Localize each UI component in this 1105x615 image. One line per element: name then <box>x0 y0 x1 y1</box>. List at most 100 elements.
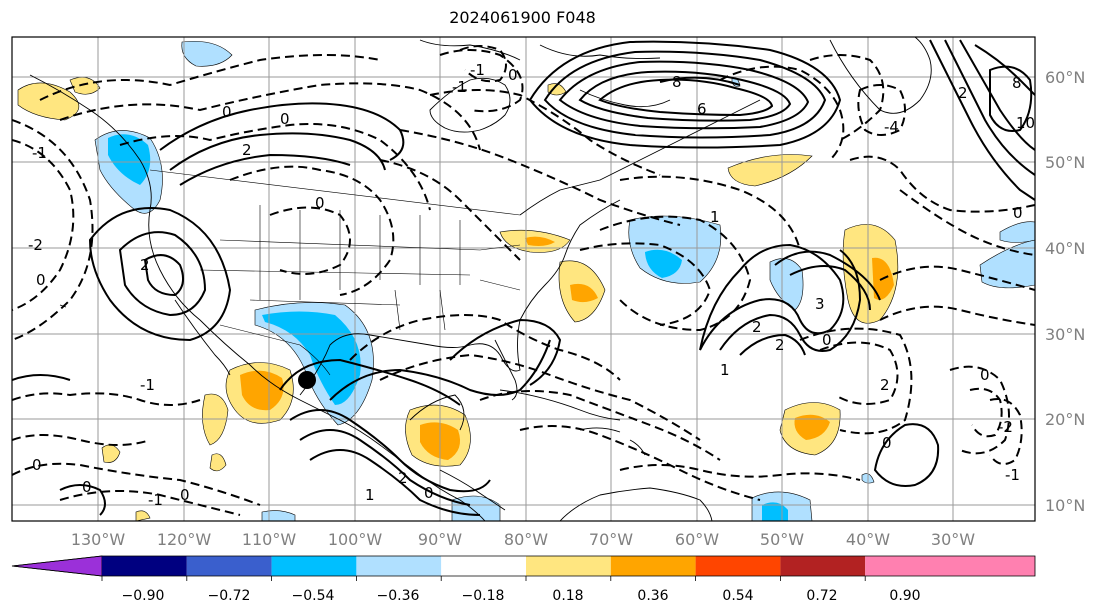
colorbar-tick: −0.18 <box>462 588 505 604</box>
contour-line <box>88 207 232 342</box>
lat-label: 30°N <box>1045 325 1085 344</box>
positive-anomaly-area <box>794 414 830 440</box>
contour-label: 3 <box>815 295 825 313</box>
contour-label: 0 <box>822 331 832 349</box>
contour-line <box>719 65 845 161</box>
contour-line <box>789 265 871 311</box>
contour-line <box>809 54 885 141</box>
lon-label: 40°W <box>846 530 890 549</box>
positive-anomaly-area <box>17 82 80 121</box>
contour-line <box>899 189 1035 256</box>
contour-label: 0 <box>36 271 46 289</box>
colorbar: −0.90 −0.72 −0.54 −0.36 −0.18 0.18 0.36 … <box>11 555 1036 604</box>
colorbar-tick: −0.90 <box>122 588 165 604</box>
lat-label: 60°N <box>1045 68 1085 87</box>
contour-line <box>519 425 761 501</box>
lat-label: 10°N <box>1045 496 1085 515</box>
contour-line <box>578 70 792 122</box>
contour-label: 0 <box>32 456 42 474</box>
colorbar-tick: −0.36 <box>377 588 420 604</box>
positive-anomaly-area <box>202 393 229 446</box>
contour-line <box>969 387 1003 438</box>
colorbar-swatch <box>271 556 357 576</box>
anomaly-shading <box>17 41 1035 521</box>
contour-line <box>12 392 201 406</box>
contour-line <box>329 339 551 401</box>
negative-anomaly-area <box>979 239 1035 289</box>
map-frame <box>11 36 1036 522</box>
contour-label: -1 <box>32 144 47 162</box>
colorbar-tick: 0.90 <box>889 588 920 604</box>
contour-line <box>819 341 899 405</box>
contour-label: 1 <box>720 361 730 379</box>
colorbar-extend-low <box>11 555 103 577</box>
contour-line <box>739 333 806 356</box>
contour-label: 0 <box>280 110 290 128</box>
contour-line <box>12 139 75 311</box>
contour-line <box>873 423 940 487</box>
positive-anomaly-area <box>525 236 555 246</box>
contour-line <box>399 129 681 226</box>
colorbar-tick: 0.18 <box>552 588 583 604</box>
colorbar-swatch <box>102 556 187 576</box>
negative-anomaly-area <box>108 134 151 185</box>
contour-line <box>944 39 1035 176</box>
colorbar-swatch <box>610 556 696 576</box>
contour-line <box>12 462 261 506</box>
contour-line <box>229 165 395 296</box>
contour-label: 1 <box>710 208 720 226</box>
contour-line <box>989 398 1023 465</box>
colorbar-tick: 0.54 <box>722 588 753 604</box>
positive-anomaly-area <box>240 370 284 411</box>
contour-line <box>459 45 507 83</box>
contour-line <box>299 429 471 506</box>
contour-line <box>579 242 712 326</box>
contour-label: 2 <box>140 256 150 274</box>
contour-label: 2 <box>880 376 890 394</box>
contour-line <box>449 318 562 386</box>
lat-label: 50°N <box>1045 153 1085 172</box>
dashed-contours <box>12 45 1035 516</box>
contour-line <box>143 254 185 297</box>
contour-line <box>857 84 906 136</box>
negative-anomaly-area <box>999 221 1035 243</box>
contour-line <box>59 490 241 516</box>
borders <box>149 169 521 376</box>
contour-label: 0 <box>424 484 434 502</box>
contour-line <box>39 54 381 101</box>
contour-label: 0 <box>882 434 892 452</box>
contour-label: -1 <box>452 78 467 96</box>
contour-label: 0 <box>180 486 190 504</box>
contour-label: 2 <box>242 141 252 159</box>
colorbar-swatch <box>695 556 781 576</box>
contour-line <box>543 50 827 139</box>
contour-label: -1 <box>1005 466 1020 484</box>
contour-label: 2 <box>958 84 968 102</box>
contour-line <box>118 231 207 317</box>
contour-line <box>619 464 861 481</box>
lon-label: 120°W <box>157 530 212 549</box>
contour-label: 8 <box>1012 74 1022 92</box>
positive-anomaly-area <box>209 453 227 472</box>
negative-anomaly-area <box>769 258 804 311</box>
contour-line <box>429 89 661 176</box>
contour-label: 0 <box>222 103 232 121</box>
contour-line <box>558 60 810 130</box>
contour-label: -2 <box>998 418 1013 436</box>
contour-line <box>659 76 741 86</box>
location-marker <box>298 371 316 389</box>
contour-labels: 0 2 0 -1 0 -1 2 0 0 2 0 -1 1 6 8 -4 8 10… <box>28 61 1035 509</box>
colorbar-tick: 0.72 <box>806 588 837 604</box>
lon-label: 60°W <box>675 530 719 549</box>
contour-line <box>719 249 862 352</box>
contour-line <box>379 353 701 441</box>
contour-line <box>439 49 524 113</box>
contour-line <box>774 250 881 301</box>
contour-label: 1 <box>365 486 375 504</box>
colorbar-swatch <box>186 556 272 576</box>
colorbar-extend-high <box>865 556 1035 576</box>
lon-label: 70°W <box>589 530 633 549</box>
lat-label: 40°N <box>1045 239 1085 258</box>
contour-line <box>528 40 842 149</box>
contour-label: 2 <box>752 318 762 336</box>
